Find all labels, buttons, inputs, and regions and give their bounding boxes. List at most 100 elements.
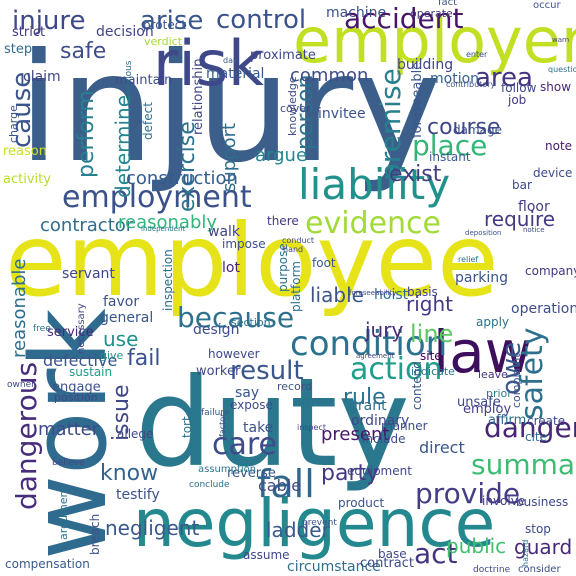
word-involve: involve: [482, 494, 525, 508]
word-service: service: [47, 325, 94, 340]
word-there: there: [267, 214, 299, 228]
word-arise: arise: [140, 6, 203, 36]
word-instant: instant: [429, 150, 471, 164]
word-cause: cause: [7, 72, 37, 148]
word-grant: grant: [349, 398, 387, 414]
word-warn: warn: [552, 36, 569, 44]
word-construction: construction: [126, 168, 238, 189]
word-show: show: [540, 80, 571, 94]
word-dangerous: dangerous: [10, 362, 43, 510]
word-consider: consider: [518, 564, 561, 575]
word-apply: apply: [476, 315, 509, 329]
word-stop: stop: [525, 522, 551, 536]
word-breach: breach: [88, 514, 102, 555]
word-employ: employ: [463, 402, 511, 417]
word-summary: summary: [471, 448, 576, 481]
word-conduct: conduct: [282, 236, 314, 245]
word-verdict: verdict: [144, 35, 183, 48]
word-machine: machine: [326, 5, 386, 21]
word-protect: protect: [143, 18, 186, 32]
word-complaint: complaint: [510, 353, 523, 408]
word-fail: fail: [127, 346, 160, 371]
word-expose: expose: [230, 398, 273, 412]
word-result: result: [230, 356, 304, 386]
word-allege: allege: [117, 427, 153, 441]
word-defective: defective: [43, 351, 117, 370]
word-material: material: [206, 66, 264, 82]
word-employee: employee: [5, 202, 499, 319]
word-area: area: [475, 63, 533, 93]
word-however: however: [208, 347, 260, 361]
word-defect: defect: [141, 102, 155, 140]
word-direct: direct: [419, 438, 465, 457]
word-platform: platform: [289, 261, 303, 312]
word-servant: servant: [62, 266, 115, 282]
word-because: because: [177, 301, 294, 334]
word-require: require: [484, 207, 555, 231]
word-reason: reason: [3, 144, 47, 159]
word-reasonably: reasonably: [118, 212, 217, 233]
word-unsafe: unsafe: [457, 395, 501, 410]
word-maintain: maintain: [115, 73, 172, 88]
word-claim: claim: [23, 69, 61, 85]
word-person: person: [293, 75, 318, 150]
word-base: base: [378, 547, 407, 561]
word-argue: argue: [255, 145, 307, 166]
word-present: present: [321, 424, 389, 445]
word-negligence: negligence: [133, 485, 495, 562]
word-act: act: [414, 537, 458, 570]
word-operation: operation: [511, 301, 576, 317]
word-manner: manner: [381, 419, 428, 433]
word-ladder: ladder: [266, 518, 331, 542]
word-perform: perform: [74, 90, 99, 178]
word-building: building: [397, 57, 453, 73]
word-public: public: [446, 534, 506, 558]
word-basis: basis: [407, 285, 438, 299]
word-premise: premise: [374, 68, 407, 181]
word-place: place: [412, 129, 487, 162]
word-leave: leave: [478, 368, 508, 381]
word-activity: activity: [3, 172, 51, 187]
word-cite: cite: [525, 430, 547, 444]
word-work: work: [8, 308, 130, 560]
word-give: give: [100, 349, 124, 362]
word-issue: issue: [109, 384, 134, 441]
word-charge: charge: [7, 105, 20, 143]
word-exercise: exercise: [175, 121, 200, 212]
word-include: include: [362, 432, 405, 446]
word-invitee: invitee: [318, 106, 366, 122]
word-contributory: contributory: [446, 80, 495, 89]
word-know: know: [100, 461, 158, 486]
word-follow: follow: [501, 81, 537, 95]
word-tort: tort: [180, 416, 194, 438]
word-general: general: [100, 310, 153, 326]
word-parking: parking: [455, 270, 508, 286]
word-assumption: assumption: [198, 464, 256, 475]
word-contend: contend: [410, 361, 424, 410]
word-cover: cover: [280, 102, 311, 115]
word-party: party: [321, 461, 379, 486]
word-say: say: [235, 385, 259, 401]
word-liability: liability: [298, 160, 450, 209]
word-inspect: inspect: [297, 423, 326, 432]
word-course: course: [427, 115, 501, 140]
word-reasonable: reasonable: [9, 259, 30, 358]
word-fact: fact: [438, 0, 457, 8]
word-jury: jury: [364, 318, 403, 342]
word-necessary: necessary: [76, 303, 87, 354]
word-step: step: [4, 42, 32, 57]
word-company: company: [525, 264, 576, 278]
word-injury: injury: [18, 22, 442, 196]
word-agreement: agreement: [356, 352, 395, 360]
word-job: job: [507, 93, 526, 107]
word-guard: guard: [514, 535, 572, 559]
word-assume: assume: [243, 548, 290, 562]
word-impose: impose: [222, 237, 266, 251]
word-worker: worker: [196, 364, 241, 379]
word-line: line: [410, 320, 453, 348]
word-care: care: [212, 427, 277, 462]
word-rule: rule: [343, 385, 386, 410]
word-enter: enter: [466, 50, 488, 59]
word-knowledge: knowledge: [286, 76, 299, 136]
